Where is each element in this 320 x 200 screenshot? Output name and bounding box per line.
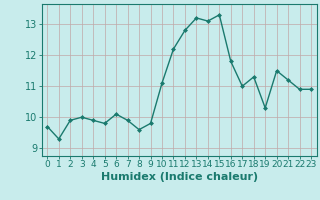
X-axis label: Humidex (Indice chaleur): Humidex (Indice chaleur) [100,172,258,182]
